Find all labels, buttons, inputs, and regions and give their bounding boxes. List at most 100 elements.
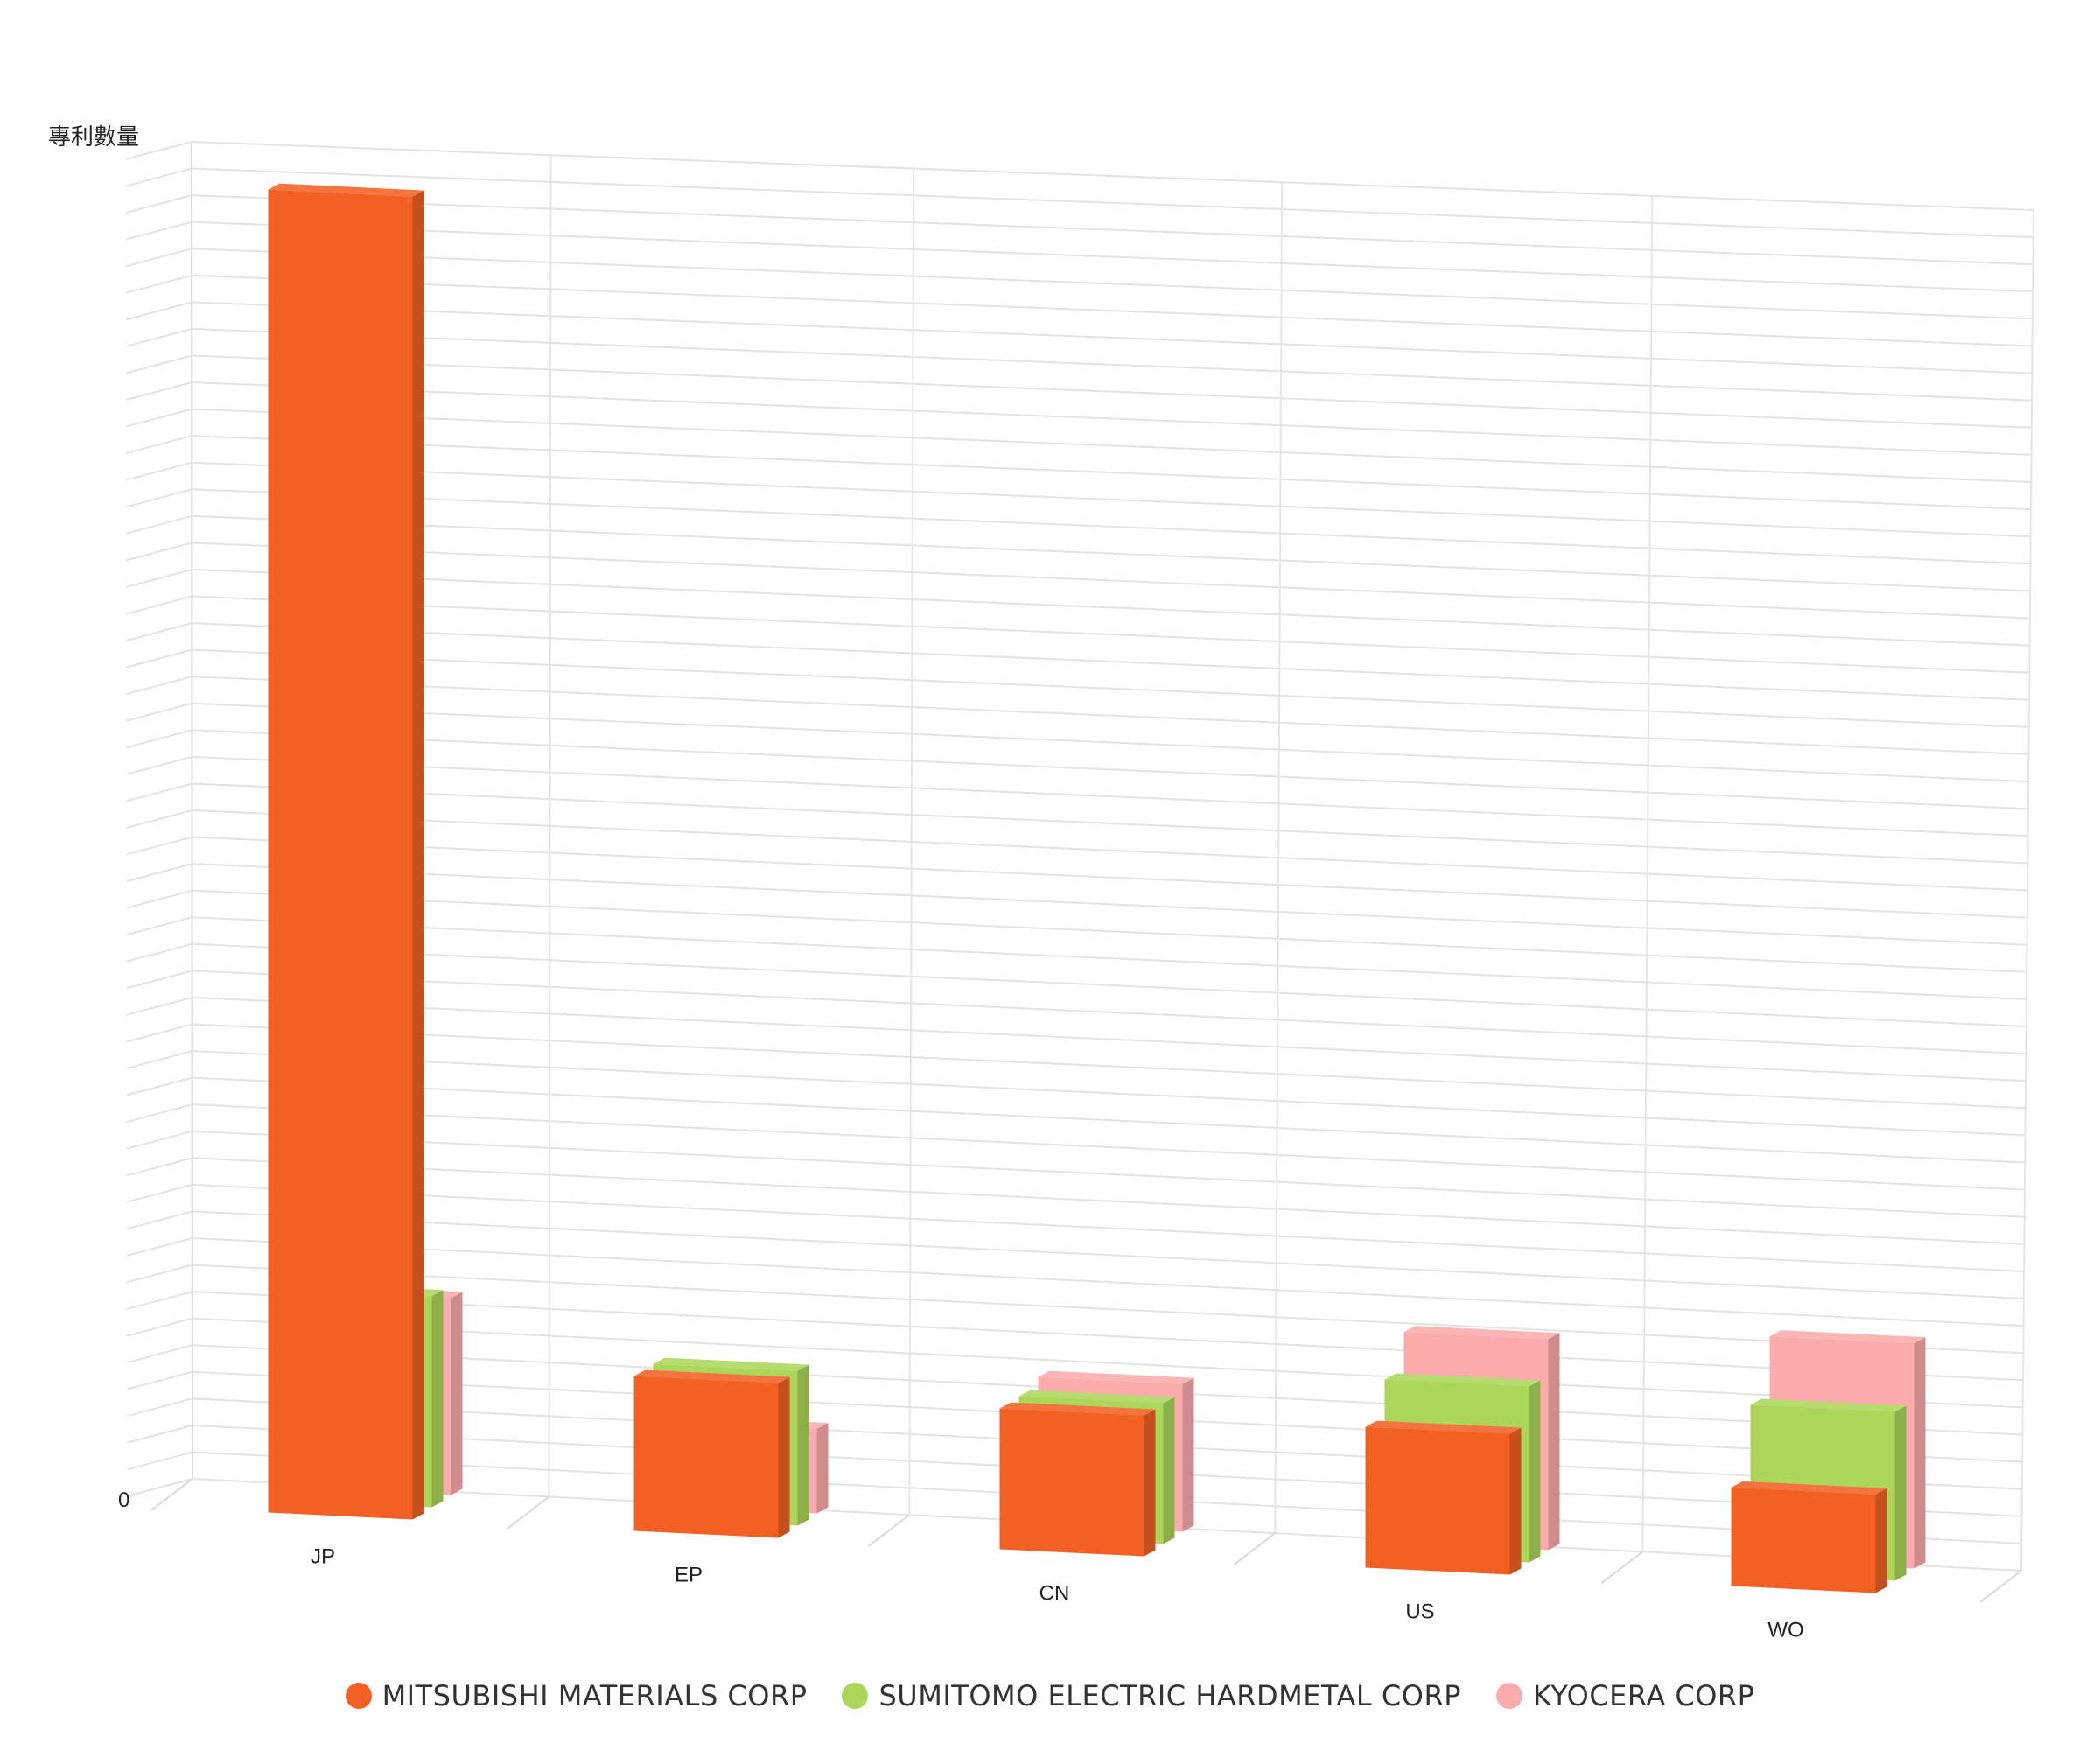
legend-marker [842, 1683, 868, 1709]
bar-front-face [1732, 1488, 1876, 1593]
grid-line-side [126, 410, 192, 427]
bar-side-face [432, 1290, 444, 1507]
grid-line-side [127, 1345, 192, 1362]
grid-line-horizontal [192, 837, 2027, 918]
grid-line-horizontal [192, 276, 2033, 346]
grid-line-side [127, 1425, 192, 1443]
grid-line-side [126, 382, 192, 400]
grid-line-horizontal [192, 1024, 2026, 1108]
grid-line-horizontal [192, 944, 2026, 1026]
grid-line-side [126, 704, 192, 721]
grid-line-horizontal [192, 1051, 2026, 1135]
bar-CN-series-1[interactable] [1000, 1403, 1156, 1557]
floor-separator [1980, 1571, 2021, 1602]
bar-EP-series-1[interactable] [634, 1370, 790, 1538]
bar-JP-series-1[interactable] [269, 184, 424, 1520]
grid-line-side [127, 1185, 192, 1202]
grid-line-horizontal [192, 1158, 2025, 1244]
legend-item-2[interactable]: SUMITOMO ELECTRIC HARDMETAL CORP [842, 1679, 1461, 1712]
grid-line-horizontal [192, 463, 2030, 536]
bar-side-face [817, 1423, 829, 1514]
grid-line-horizontal [192, 248, 2033, 318]
grid-line-side [127, 1292, 192, 1309]
legend-item-3[interactable]: KYOCERA CORP [1496, 1679, 1754, 1712]
grid-line-horizontal [192, 1185, 2024, 1271]
grid-line-side [126, 783, 192, 801]
grid-line-side [127, 810, 192, 828]
grid-line-horizontal [192, 1238, 2024, 1326]
grid-line-horizontal [192, 142, 2034, 210]
grid-line-side [126, 730, 192, 747]
grid-line-horizontal [192, 222, 2033, 292]
x-axis-labels: JPEPCNUSWO [311, 1545, 1804, 1642]
grid-line-side [127, 1104, 192, 1122]
grid-line-side [127, 1372, 192, 1390]
grid-line-side [126, 676, 192, 694]
grid-line-side [127, 944, 192, 962]
x-tick-label: CN [1040, 1582, 1070, 1606]
grid-line-side [126, 195, 192, 213]
grid-line-side [126, 463, 192, 480]
bar-side-face [452, 1292, 463, 1494]
floor-separator [1601, 1551, 1642, 1583]
grid-line-side [126, 329, 192, 346]
legend-label: SUMITOMO ELECTRIC HARDMETAL CORP [878, 1679, 1461, 1712]
grid-line-side [127, 1078, 192, 1096]
grid-line-side [126, 169, 192, 186]
grid-line-horizontal [192, 1078, 2026, 1163]
legend-marker [1496, 1683, 1522, 1709]
legend-label: KYOCERA CORP [1533, 1679, 1754, 1712]
floor-separator [1234, 1533, 1275, 1564]
grid-line-horizontal [192, 970, 2026, 1054]
grid-line-horizontal [192, 436, 2031, 509]
grid-line-side [127, 998, 192, 1015]
x-tick-label: EP [675, 1564, 703, 1587]
grid-line-horizontal [192, 1131, 2025, 1217]
x-tick-label: WO [1768, 1619, 1803, 1642]
grid-line-horizontal [192, 169, 2034, 238]
bar-front-face [1366, 1427, 1510, 1575]
bar-US-series-1[interactable] [1366, 1421, 1522, 1575]
grid-line-side [126, 623, 192, 640]
grid-line-side [126, 597, 192, 614]
bar-side-face [1183, 1378, 1194, 1532]
grid-line-side [126, 355, 192, 373]
bar-side-face [1530, 1380, 1541, 1562]
grid-line-side [126, 489, 192, 507]
grid-line-side [127, 891, 192, 908]
grid-line-side [126, 570, 192, 587]
bar-front-face [269, 190, 413, 1520]
grid-line-side [126, 248, 192, 266]
grid-line-side [127, 1131, 192, 1149]
grid-line-side [127, 1051, 192, 1068]
grid-line-horizontal [192, 1104, 2025, 1189]
grid-line-side [126, 516, 192, 534]
grid-line-side [127, 1158, 192, 1175]
grid-line-side [127, 1024, 192, 1041]
bar-side-face [1510, 1428, 1522, 1575]
grid-line-side [127, 837, 192, 855]
grid-line-horizontal [192, 1211, 2024, 1298]
grid-line-side [127, 1319, 192, 1336]
bar-side-face [779, 1377, 790, 1538]
bar-WO-series-1[interactable] [1732, 1481, 1887, 1593]
grid-line-side [126, 302, 192, 319]
y-axis-title: 專利數量 [48, 123, 139, 150]
grid-line-horizontal [192, 1265, 2023, 1354]
bar-side-face [1876, 1488, 1887, 1593]
bar-side-face [798, 1365, 809, 1526]
bar-side-face [1549, 1333, 1560, 1550]
grid-line-side [126, 276, 192, 293]
grid-line-side [127, 1398, 192, 1416]
grid-line-side [127, 1211, 192, 1228]
x-tick-label: US [1405, 1600, 1434, 1624]
grid-line-horizontal [192, 1292, 2023, 1380]
legend-item-1[interactable]: MITSUBISHI MATERIALS CORP [346, 1679, 808, 1712]
grid-line-side [127, 1238, 192, 1256]
grid-line-horizontal [192, 329, 2032, 401]
bar-side-face [1164, 1397, 1175, 1544]
grid-line-horizontal [192, 891, 2027, 972]
grid-line-horizontal [192, 998, 2026, 1081]
legend-label: MITSUBISHI MATERIALS CORP [382, 1679, 808, 1712]
